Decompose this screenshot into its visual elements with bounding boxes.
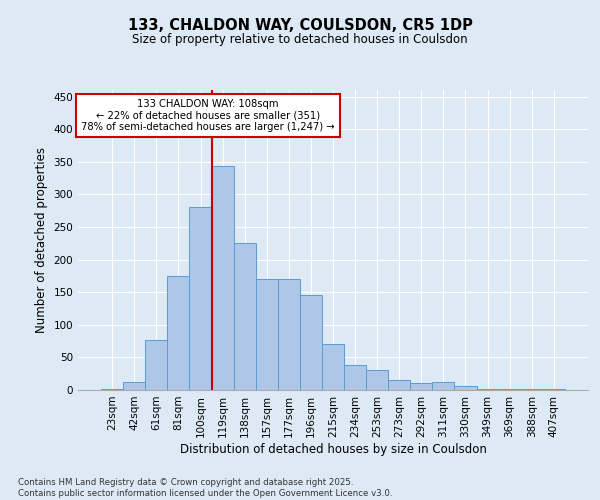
Text: Size of property relative to detached houses in Coulsdon: Size of property relative to detached ho… [132, 32, 468, 46]
Bar [388, 380, 410, 390]
Bar [101, 388, 123, 390]
Bar [233, 244, 256, 390]
Bar [322, 344, 344, 390]
Bar [167, 276, 190, 390]
Text: 133 CHALDON WAY: 108sqm
← 22% of detached houses are smaller (351)
78% of semi-d: 133 CHALDON WAY: 108sqm ← 22% of detache… [81, 99, 335, 132]
Bar [145, 340, 167, 390]
Bar [344, 365, 366, 390]
Bar [123, 382, 145, 390]
Bar [190, 208, 212, 390]
Bar [212, 166, 233, 390]
Text: 133, CHALDON WAY, COULSDON, CR5 1DP: 133, CHALDON WAY, COULSDON, CR5 1DP [128, 18, 472, 32]
X-axis label: Distribution of detached houses by size in Coulsdon: Distribution of detached houses by size … [179, 442, 487, 456]
Bar [300, 296, 322, 390]
Bar [433, 382, 454, 390]
Bar [454, 386, 476, 390]
Bar [366, 370, 388, 390]
Text: Contains HM Land Registry data © Crown copyright and database right 2025.
Contai: Contains HM Land Registry data © Crown c… [18, 478, 392, 498]
Y-axis label: Number of detached properties: Number of detached properties [35, 147, 48, 333]
Bar [256, 279, 278, 390]
Bar [278, 279, 300, 390]
Bar [410, 383, 433, 390]
